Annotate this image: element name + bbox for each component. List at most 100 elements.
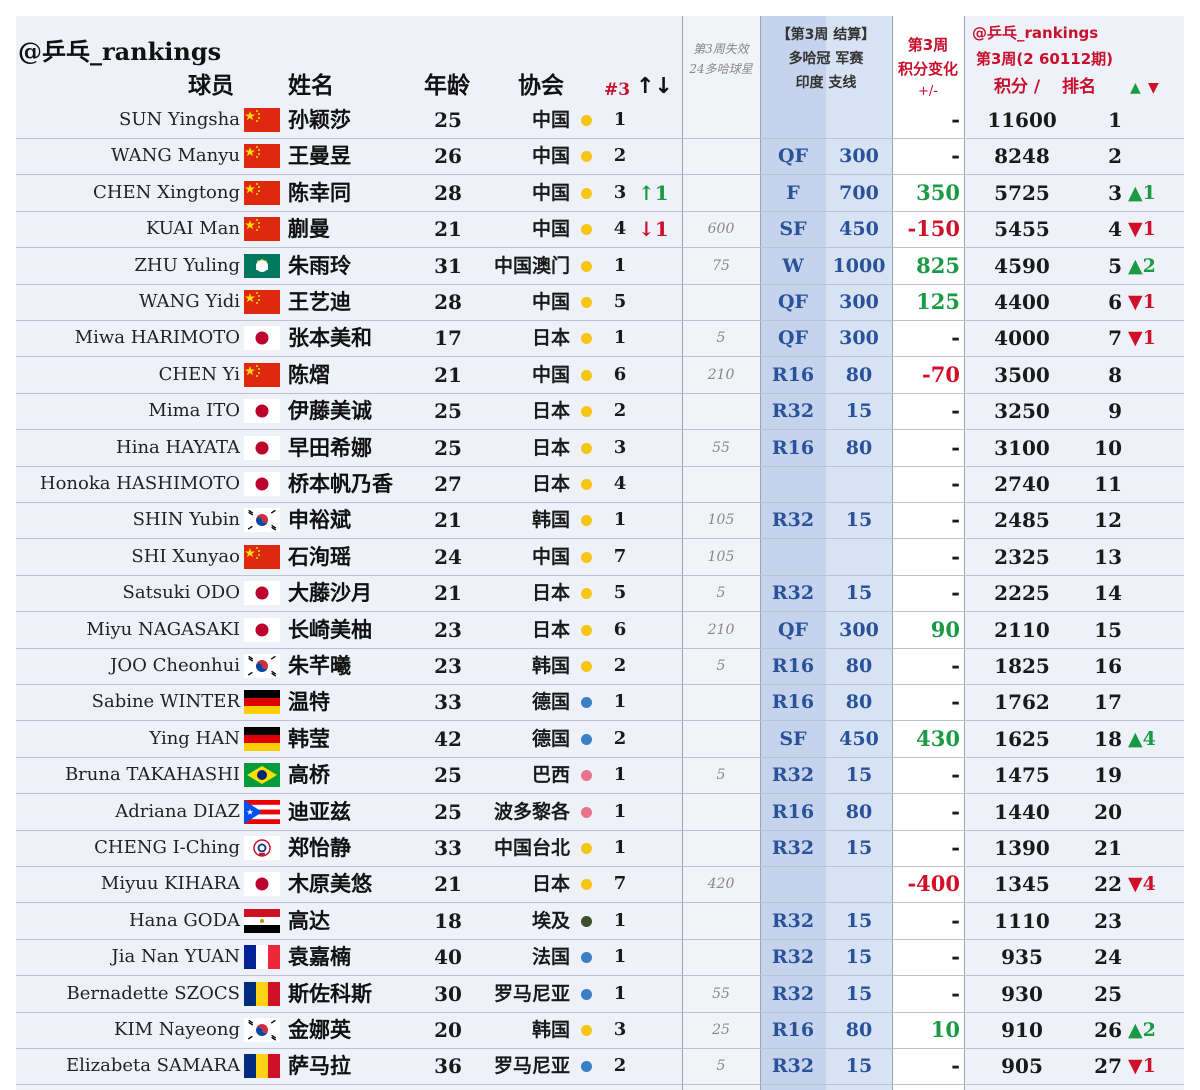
world-rank: 12 [1094, 508, 1122, 533]
lost-points [682, 284, 760, 320]
world-rank: 18 [1094, 726, 1122, 751]
points-change: - [951, 143, 960, 169]
player-age: 21 [434, 362, 462, 387]
event-result: R16 [771, 1019, 815, 1041]
continent-dot-icon [581, 843, 592, 854]
china-flag-icon [244, 144, 280, 169]
world-rank: 3 [1108, 180, 1122, 205]
player-name-en: CHEN Yi [158, 363, 240, 385]
event-points: 80 [845, 363, 873, 386]
player-name-cn: 王艺迪 [288, 290, 351, 314]
table-row: Hina HAYATA 早田希娜 25 日本 3 55 R16 80 - 3100 10 [16, 430, 1184, 467]
player-name-en: JOO Cheonhui [110, 655, 240, 676]
lost-points [682, 903, 760, 939]
table-row: Elizabeta SAMARA 萨马拉 36 罗马尼亚 2 5 R32 15 - 905 27 ▼1 [16, 1048, 1184, 1086]
lost-points [682, 102, 760, 138]
event-points: 15 [845, 946, 873, 969]
player-age: 28 [434, 180, 462, 205]
continent-dot-icon [581, 115, 592, 126]
table-row: Honoka HASHIMOTO 桥本帆乃香 27 日本 4 - 2740 11 [16, 466, 1184, 503]
table-row: KIM Nayeong 金娜英 20 韩国 3 25 R16 80 10 910 26 ▲2 [16, 1012, 1184, 1049]
japan-flag-icon [244, 472, 280, 496]
player-name-en: WANG Manyu [111, 145, 240, 167]
header-move-arrows: ↑↓ [636, 74, 673, 99]
total-points: 1345 [994, 872, 1050, 897]
event-points: 300 [839, 618, 879, 641]
points-change: - [951, 689, 960, 715]
association-rank: 2 [613, 145, 627, 167]
china-flag-icon [244, 180, 280, 205]
player-name-en: Sabine WINTER [91, 691, 240, 713]
player-name-cn: 张本美和 [288, 326, 372, 351]
event-points: 300 [839, 327, 879, 350]
player-association: 德国 [531, 691, 570, 714]
player-age: 21 [434, 217, 462, 242]
rank-trend: ▼1 [1128, 1055, 1156, 1078]
total-points: 3250 [994, 399, 1050, 424]
points-change: - [951, 471, 960, 496]
table-row: SHIN Yubin 申裕斌 21 韩国 1 105 R32 15 - 2485 12 [16, 502, 1184, 540]
points-change: - [951, 762, 960, 788]
player-name-cn: 早田希娜 [288, 435, 372, 460]
brand-title: @乒乓_rankings [18, 37, 222, 66]
player-name-en: WANG Yidi [138, 291, 240, 312]
player-name-cn: 袁嘉楠 [288, 945, 351, 970]
total-points: 1110 [994, 908, 1050, 933]
lost-points [682, 721, 760, 757]
event-result: R16 [771, 655, 815, 677]
world-rank: 11 [1094, 472, 1122, 496]
china-flag-icon [244, 217, 280, 242]
event-points: 300 [839, 145, 879, 168]
player-association: 法国 [531, 946, 570, 969]
divider [892, 16, 893, 1090]
lost-points: 105 [707, 548, 735, 565]
world-rank: 10 [1094, 435, 1122, 460]
japan-flag-icon [244, 435, 280, 460]
player-association: 日本 [531, 582, 570, 605]
korea-flag-icon [244, 1018, 280, 1042]
player-association: 埃及 [531, 909, 570, 932]
player-association: 波多黎各 [493, 800, 570, 823]
player-association: 中国 [531, 363, 570, 386]
points-change: - [951, 980, 960, 1006]
continent-dot-icon [581, 224, 592, 236]
table-row: Hana GODA 高达 18 埃及 1 R32 15 - 1110 23 [16, 903, 1184, 940]
event-result: R32 [771, 837, 815, 859]
association-rank: 1 [613, 982, 627, 1004]
association-rank: 1 [613, 691, 627, 713]
player-name-en: Honoka HASHIMOTO [39, 473, 240, 494]
event-points: 80 [845, 800, 873, 823]
player-age: 30 [434, 981, 462, 1006]
player-association: 中国 [531, 545, 570, 568]
table-row: Jia Nan YUAN 袁嘉楠 40 法国 1 R32 15 - 935 24 [16, 939, 1184, 977]
player-association: 中国 [531, 291, 570, 313]
table-row: Sabine WINTER 温特 33 德国 1 R16 80 - 1762 17 [16, 684, 1184, 722]
lost-points: 105 [707, 512, 735, 529]
lost-points: 5 [716, 1058, 726, 1075]
lost-points: 420 [707, 876, 735, 893]
table-row: ZHU Yuling 朱雨玲 31 中国澳门 1 75 W 1000 825 4590 5 ▲2 [16, 248, 1184, 285]
total-points: 930 [1001, 981, 1043, 1006]
world-rank: 7 [1108, 326, 1122, 351]
event-points [826, 466, 892, 502]
header-trend-up: ▲ [1130, 80, 1141, 96]
event-points: 15 [845, 982, 873, 1005]
points-change: 125 [916, 289, 960, 314]
total-column-bg [964, 16, 1184, 1090]
association-rank-move: ↑1 [638, 180, 669, 205]
points-change: - [951, 398, 960, 424]
world-rank: 17 [1094, 690, 1122, 715]
player-association: 中国台北 [493, 837, 570, 859]
player-name-cn: 陈熠 [288, 362, 330, 387]
lost-points: 600 [707, 221, 735, 238]
player-age: 21 [434, 508, 462, 533]
continent-dot-icon [581, 879, 592, 891]
result-points-column-bg [826, 16, 892, 1090]
association-rank: 2 [613, 1055, 627, 1077]
event-result: R16 [771, 691, 815, 714]
table-row: KUAI Man 蒯曼 21 中国 4 ↓1 600 SF 450 -150 5455 4 ▼1 [16, 211, 1184, 249]
total-points: 2225 [994, 581, 1050, 606]
player-association: 日本 [531, 618, 570, 641]
rank-trend: ▲2 [1128, 254, 1156, 277]
event-result: R32 [771, 582, 815, 605]
